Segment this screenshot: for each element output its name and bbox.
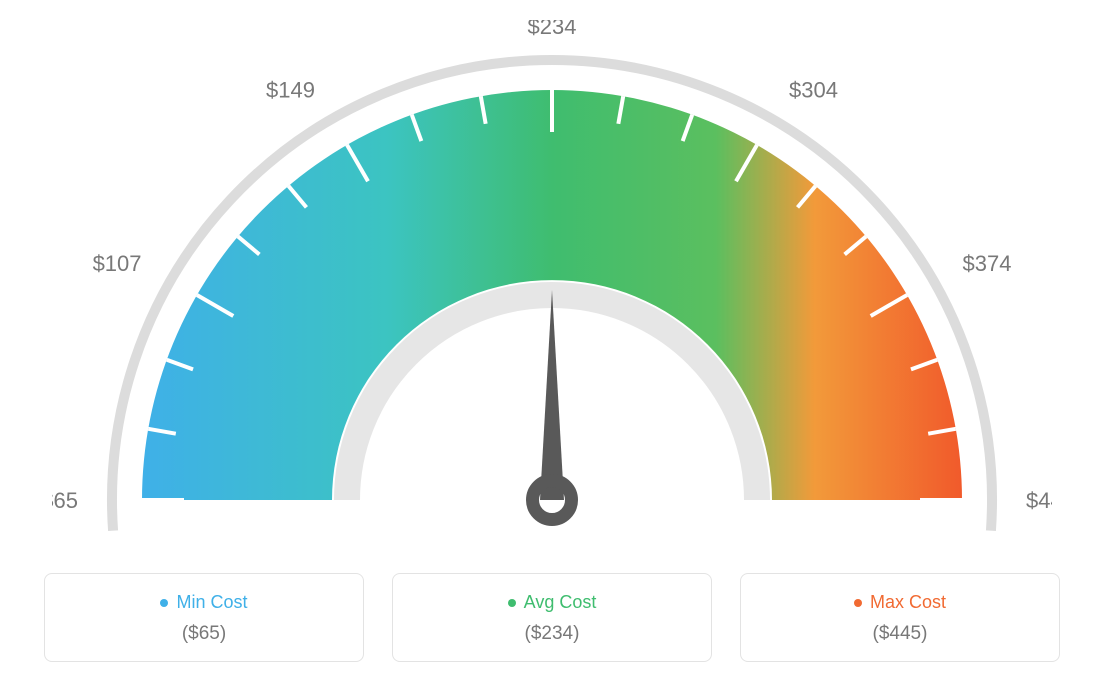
- legend-value-max: ($445): [761, 623, 1039, 645]
- gauge-needle-hub: [533, 481, 572, 520]
- legend-value-min: ($65): [65, 623, 343, 645]
- gauge-tick-label: $374: [962, 251, 1011, 276]
- gauge-tick-label: $107: [93, 251, 142, 276]
- gauge-tick-label: $149: [266, 78, 315, 103]
- legend-label-min: Min Cost: [160, 592, 247, 613]
- legend-card-max: Max Cost ($445): [740, 573, 1060, 662]
- gauge-tick-label: $445: [1026, 488, 1052, 513]
- legend-value-avg: ($234): [413, 623, 691, 645]
- gauge-needle: [540, 290, 564, 500]
- gauge-tick-label: $304: [789, 78, 838, 103]
- legend-card-avg: Avg Cost ($234): [392, 573, 712, 662]
- gauge-svg: $65 $107 $149 $234 $304 $374 $445: [52, 20, 1052, 540]
- legend-label-max: Max Cost: [854, 592, 946, 613]
- gauge-tick-label: $65: [52, 488, 78, 513]
- cost-gauge-chart: $65 $107 $149 $234 $304 $374 $445: [0, 0, 1104, 560]
- legend-label-avg: Avg Cost: [508, 592, 597, 613]
- legend-card-min: Min Cost ($65): [44, 573, 364, 662]
- gauge-tick-label: $234: [528, 20, 577, 39]
- legend-row: Min Cost ($65) Avg Cost ($234) Max Cost …: [40, 573, 1064, 662]
